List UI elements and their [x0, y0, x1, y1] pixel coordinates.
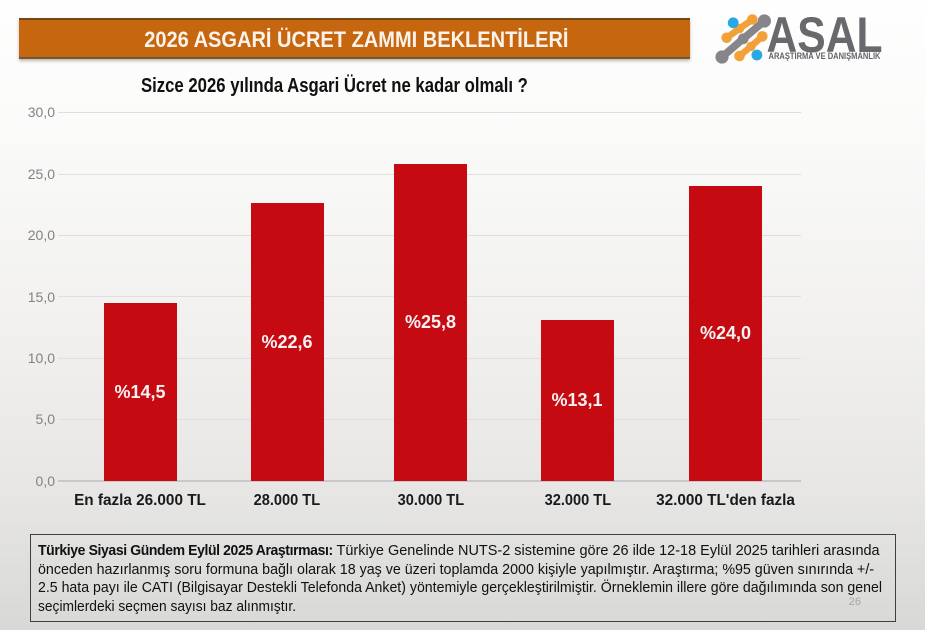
svg-text:ARAŞTIRMA VE DANIŞMANLIK: ARAŞTIRMA VE DANIŞMANLIK — [769, 51, 882, 61]
svg-text:ASAL: ASAL — [767, 12, 883, 63]
